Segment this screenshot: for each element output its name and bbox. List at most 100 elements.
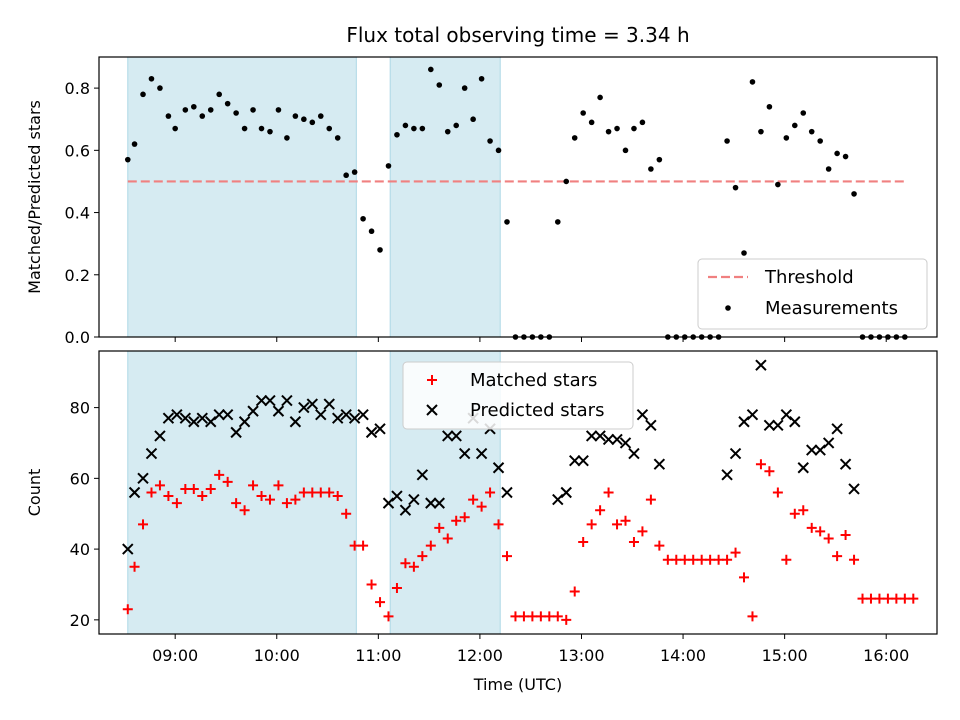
predicted-point bbox=[230, 426, 242, 439]
measurement-point bbox=[783, 135, 790, 141]
predicted-point bbox=[281, 394, 293, 407]
predicted-point bbox=[806, 444, 818, 456]
matched-point bbox=[171, 498, 182, 509]
matched-point bbox=[679, 554, 690, 565]
matched-point bbox=[459, 512, 470, 523]
legend: Matched stars Predicted stars bbox=[402, 361, 634, 430]
matched-point bbox=[840, 529, 851, 540]
measurement-point bbox=[648, 166, 654, 172]
x-tick-label: 16:00 bbox=[863, 646, 909, 665]
measurement-point bbox=[284, 135, 290, 141]
predicted-point bbox=[797, 462, 809, 474]
predicted-point bbox=[560, 486, 572, 499]
observing-window-band bbox=[127, 56, 357, 338]
legend-predicted-swatch bbox=[426, 404, 438, 416]
matched-point bbox=[493, 519, 504, 530]
predicted-point bbox=[636, 408, 649, 421]
series-matched-stars bbox=[122, 459, 919, 625]
predicted-point bbox=[848, 483, 860, 495]
matched-point bbox=[332, 491, 343, 502]
matched-point bbox=[798, 505, 809, 516]
matched-point bbox=[561, 614, 572, 625]
matched-point bbox=[891, 593, 902, 604]
predicted-point bbox=[298, 401, 310, 414]
y-axis-label: Count bbox=[25, 469, 44, 517]
predicted-point bbox=[399, 504, 412, 516]
matched-point bbox=[552, 611, 563, 622]
predicted-point bbox=[391, 490, 403, 502]
predicted-point bbox=[602, 433, 615, 446]
matched-point bbox=[146, 487, 157, 498]
measurement-point bbox=[436, 82, 443, 88]
measurement-point bbox=[588, 119, 595, 126]
measurement-point bbox=[741, 250, 747, 256]
predicted-point bbox=[154, 430, 166, 442]
measurement-point bbox=[825, 166, 832, 172]
measurement-point bbox=[275, 107, 282, 113]
measurement-point bbox=[554, 219, 561, 225]
predicted-point bbox=[653, 458, 666, 470]
matched-point bbox=[747, 611, 758, 622]
measurement-point bbox=[131, 141, 138, 147]
bottom-panel: 20 40 60 80 09:00 10:00 11:00 12:00 13:00 14:00 15… bbox=[25, 350, 938, 694]
matched-point bbox=[688, 554, 699, 565]
measurement-point bbox=[411, 125, 417, 132]
matched-point bbox=[239, 505, 250, 516]
matched-point bbox=[815, 526, 826, 537]
matched-point bbox=[832, 551, 843, 562]
matched-point bbox=[383, 611, 394, 622]
predicted-point bbox=[289, 416, 302, 428]
measurement-point bbox=[402, 122, 409, 129]
measurement-point bbox=[758, 128, 764, 135]
matched-point bbox=[823, 533, 834, 544]
measurement-point bbox=[732, 184, 739, 191]
predicted-point bbox=[569, 454, 581, 467]
predicted-point bbox=[645, 419, 657, 431]
matched-point bbox=[899, 593, 910, 604]
measurement-point bbox=[605, 128, 612, 135]
measurement-point bbox=[775, 181, 781, 188]
legend-measurement-swatch bbox=[725, 305, 731, 311]
matched-point bbox=[637, 526, 648, 537]
measurement-point bbox=[385, 163, 392, 169]
predicted-point bbox=[408, 493, 420, 506]
measurement-point bbox=[351, 169, 358, 175]
measurement-point bbox=[487, 138, 493, 144]
matched-point bbox=[722, 554, 733, 565]
matched-point bbox=[696, 554, 707, 565]
observing-window-band bbox=[389, 56, 501, 338]
predicted-point bbox=[137, 472, 149, 485]
legend-matched-swatch bbox=[427, 375, 437, 385]
predicted-point bbox=[729, 447, 742, 460]
predicted-point bbox=[577, 454, 589, 467]
measurement-point bbox=[334, 135, 341, 141]
matched-point bbox=[154, 480, 165, 491]
measurement-point bbox=[233, 110, 239, 116]
predicted-point bbox=[746, 408, 759, 421]
matched-point bbox=[205, 483, 216, 494]
predicted-point bbox=[501, 486, 513, 499]
y-axis-label: Matched/Predicted stars bbox=[25, 100, 44, 294]
predicted-point bbox=[772, 419, 784, 431]
matched-point bbox=[874, 593, 885, 604]
matched-point bbox=[434, 522, 445, 533]
matched-point bbox=[671, 554, 682, 565]
measurement-point bbox=[461, 85, 468, 91]
measurement-point bbox=[631, 125, 637, 132]
matched-point bbox=[349, 540, 360, 551]
matched-point bbox=[188, 483, 199, 494]
predicted-point bbox=[374, 423, 386, 435]
predicted-point bbox=[416, 469, 429, 481]
predicted-point bbox=[255, 394, 268, 407]
matched-point bbox=[129, 561, 140, 572]
measurement-point bbox=[656, 156, 663, 163]
matched-point bbox=[645, 494, 656, 505]
legend-box bbox=[402, 361, 634, 430]
measurement-point bbox=[191, 103, 197, 110]
x-tick-label: 10:00 bbox=[254, 646, 300, 665]
matched-point bbox=[654, 540, 665, 551]
y-tick-label: 0.0 bbox=[65, 328, 90, 347]
matched-point bbox=[248, 480, 259, 491]
measurement-point bbox=[148, 75, 155, 82]
measurement-point bbox=[817, 138, 823, 144]
